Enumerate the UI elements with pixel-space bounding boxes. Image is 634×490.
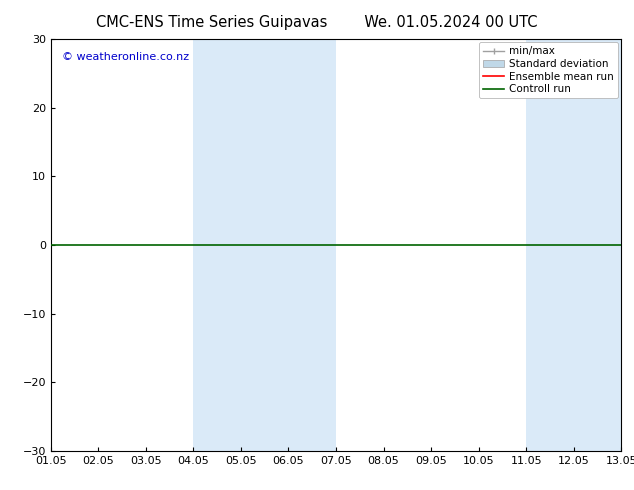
Text: CMC-ENS Time Series Guipavas        We. 01.05.2024 00 UTC: CMC-ENS Time Series Guipavas We. 01.05.2… [96,15,538,30]
Bar [193,39,336,451]
Text: © weatheronline.co.nz: © weatheronline.co.nz [62,51,190,62]
Legend: min/max, Standard deviation, Ensemble mean run, Controll run: min/max, Standard deviation, Ensemble me… [479,42,618,98]
Bar [526,39,621,451]
